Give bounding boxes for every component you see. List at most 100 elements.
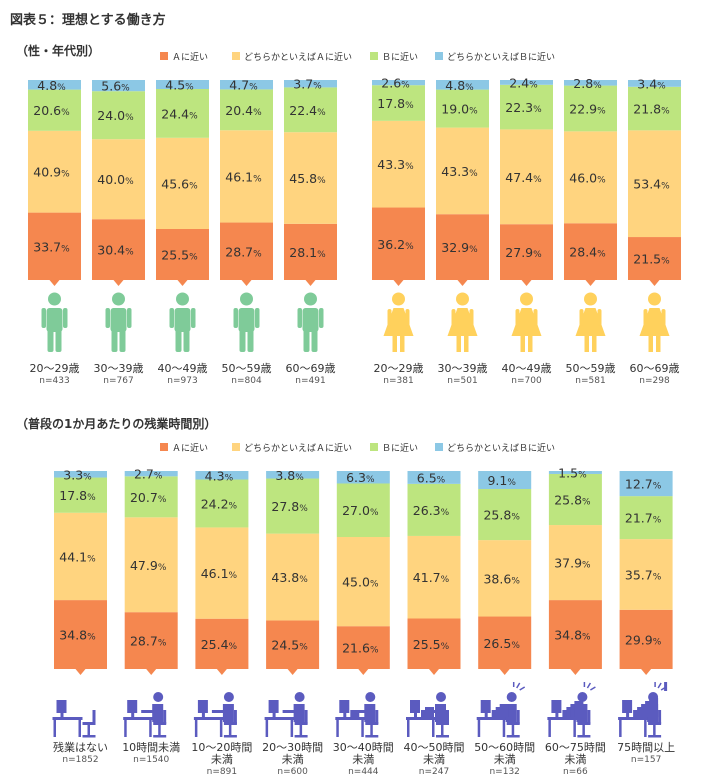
male-figure-icon [233, 292, 260, 352]
chart1-male-bar-2-pointer [177, 280, 188, 286]
chart2-bar-5-category-label: 未満 [423, 753, 445, 766]
chart2-bar-4-n-label: n=444 [348, 767, 379, 777]
office-worker-icon [618, 682, 668, 738]
chart2-bar-5-pointer [429, 669, 439, 675]
chart2-bar-2-seg-1 [195, 527, 249, 619]
chart1-male-bar-4-n-label: n=491 [295, 376, 325, 386]
chart1-female-bar-2-seg-1 [500, 129, 553, 225]
chart2-bar-8-seg-2 [619, 496, 673, 540]
chart1-male-bar-4-label-0: 28.1% [289, 245, 326, 260]
chart2-bar-5-seg-2 [407, 483, 461, 536]
chart1-female-bar-1-label-3: 4.8% [445, 78, 474, 93]
chart1-male-bar-2-label-1: 45.6% [161, 176, 198, 191]
chart1-female-bar-1-seg-3 [436, 80, 489, 90]
chart1-legend-item-0: Ａに近い [160, 51, 208, 63]
legend-label: どちらかといえばＡに近い [244, 51, 352, 63]
chart2-bar-7-label-2: 25.8% [554, 493, 591, 508]
chart1-female-bar-4-label-2: 21.8% [633, 102, 670, 117]
chart2-bar-2-label-0: 25.4% [201, 637, 238, 652]
chart1-legend-item-2: Ｂに近い [370, 51, 418, 63]
chart2-bar-5-seg-1 [407, 535, 461, 619]
chart2-bar-1-n-label: n=1540 [133, 755, 169, 765]
chart1-male-bar-2-category-label: 40〜49歳 [158, 362, 208, 375]
chart1-female-bar-2-category-label: 40〜49歳 [502, 362, 552, 375]
legend-swatch [160, 52, 168, 60]
legend-label: どちらかといえばＢに近い [447, 51, 555, 63]
chart1-male-bar-3-seg-1 [220, 130, 273, 223]
chart2-bar-4-label-3: 6.3% [346, 470, 375, 485]
chart2-bar-2-label-3: 4.3% [205, 468, 234, 483]
chart2-bar-1-seg-1 [124, 517, 178, 613]
chart2-bar-3-label-1: 43.8% [271, 570, 308, 585]
chart2-bar-7-label-1: 37.9% [554, 556, 591, 571]
chart2-bar-3-label-3: 3.8% [275, 468, 304, 483]
chart1-legend-item-3: どちらかといえばＢに近い [435, 51, 555, 63]
chart2-bar-6-label-3: 9.1% [487, 473, 516, 488]
chart1-male-bar-1-n-label: n=767 [103, 376, 133, 386]
chart1-male-bar-1-category-label: 30〜39歳 [94, 362, 144, 375]
chart1-female-bar-3-pointer [585, 280, 596, 286]
chart1-male-bar-4-label-3: 3.7% [293, 77, 322, 92]
chart2-bar-0-label-3: 3.3% [63, 467, 92, 482]
chart1-female-bar-2-label-0: 27.9% [505, 245, 542, 260]
chart2-bar-8-n-label: n=157 [631, 755, 661, 765]
legend-swatch [370, 443, 378, 451]
chart1-male-bar-2-label-2: 24.4% [161, 106, 198, 121]
chart1-female-bar-2-label-3: 2.4% [509, 75, 538, 90]
chart1-male-bar-3-seg-2 [220, 89, 273, 131]
chart2-bar-0-label-1: 44.1% [59, 549, 96, 564]
chart1-female-bar-3-label-3: 2.8% [573, 76, 602, 91]
chart2-bar-3-seg-0 [266, 620, 320, 669]
chart2-bar-4-label-1: 45.0% [342, 575, 379, 590]
chart1-female-bar-0-pointer [393, 280, 404, 286]
chart2-bar-4-pointer [358, 669, 369, 675]
chart1-female-bar-1-label-0: 32.9% [441, 240, 478, 255]
chart1-female-bar-2-pointer [521, 280, 532, 286]
chart2-bar-8-label-1: 35.7% [625, 567, 662, 582]
chart2-bar-1-seg-2 [124, 476, 178, 518]
chart1-female-bar-1-pointer [457, 280, 468, 286]
chart2-bar-6-pointer [499, 669, 510, 675]
chart1-female-bar-3-n-label: n=581 [575, 376, 605, 386]
chart2-bar-1-seg-3 [124, 471, 178, 477]
chart1-female-bar-0-seg-0 [372, 207, 425, 280]
office-worker-icon [52, 700, 96, 738]
chart1-male-bar-3-n-label: n=804 [231, 376, 262, 386]
chart2-bar-4-seg-1 [336, 537, 390, 627]
chart1-female-bar-2-label-2: 22.3% [505, 100, 542, 115]
chart2-bar-0-label-2: 17.8% [59, 488, 96, 503]
chart1-male-bar-2-seg-1 [156, 137, 209, 229]
office-worker-icon [335, 692, 379, 738]
chart1-female-bar-3-category-label: 50〜59歳 [566, 362, 616, 375]
chart1-male-bar-0-category-label: 20〜29歳 [30, 362, 80, 375]
chart2-bar-5-label-0: 25.5% [413, 637, 450, 652]
chart1-male-bar-4-seg-1 [284, 132, 337, 224]
chart2-legend-item-0: Ａに近い [160, 442, 208, 454]
chart1-female-bar-3-seg-1 [564, 131, 617, 224]
chart1-male-bar-3-label-3: 4.7% [229, 78, 258, 93]
chart2-bar-6-label-2: 25.8% [483, 508, 520, 523]
chart2-bar-3-n-label: n=600 [277, 767, 308, 777]
chart2-bar-1-label-2: 20.7% [130, 490, 167, 505]
chart2-bar-5-n-label: n=247 [419, 767, 449, 777]
chart1-male-bar-1-label-0: 30.4% [97, 243, 134, 258]
chart1-female-bar-4-category-label: 60〜69歳 [630, 362, 680, 375]
legend-swatch [435, 52, 443, 60]
chart2-bar-8-pointer [641, 669, 652, 675]
chart1-male-bar-3-seg-3 [220, 80, 273, 90]
chart1-male-bar-0-label-0: 33.7% [33, 239, 70, 254]
chart1-female-bar-4-seg-2 [628, 86, 681, 131]
chart1-male-bar-3-seg-0 [220, 222, 273, 280]
chart2-bar-4-seg-2 [336, 483, 390, 537]
chart2-bar-2-seg-0 [195, 618, 249, 669]
chart2-bar-6-seg-3 [478, 471, 532, 490]
legend-swatch [232, 52, 240, 60]
chart2-bar-1-label-0: 28.7% [130, 634, 167, 649]
chart2-bar-7-label-0: 34.8% [554, 628, 591, 643]
chart2-bar-6-seg-2 [478, 489, 532, 541]
chart1-female-bar-4-pointer [649, 280, 660, 286]
chart1-male-bar-2-label-3: 4.5% [165, 78, 194, 93]
chart2-bar-8-label-2: 21.7% [625, 511, 662, 526]
chart1-male-bar-4-seg-0 [284, 223, 337, 280]
